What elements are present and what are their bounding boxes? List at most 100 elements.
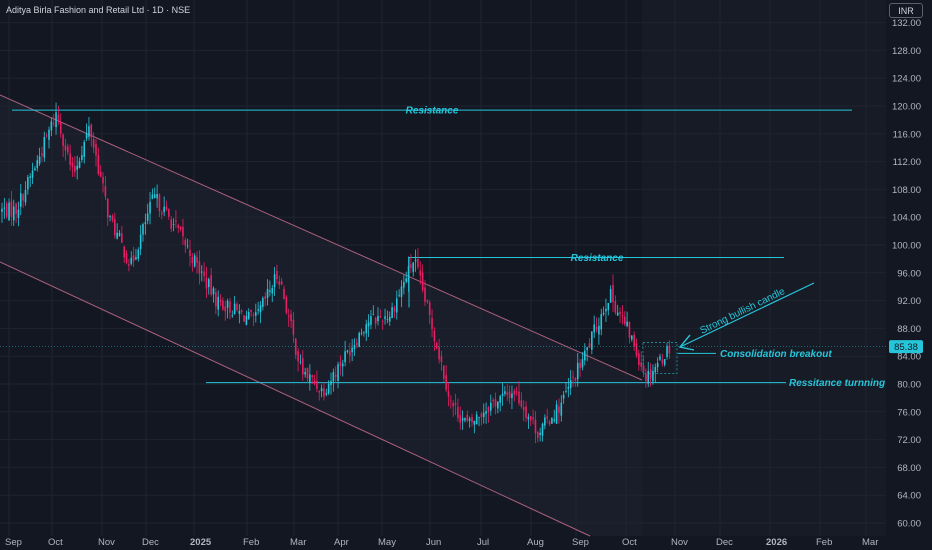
- candle-body: [280, 281, 283, 285]
- candle-body: [8, 202, 10, 221]
- price-axis[interactable]: 60.00 64.00 68.00 72.00 76.00 80.00 84.00 88.00…: [892, 18, 921, 529]
- y-tick-label: 96.00: [897, 268, 921, 279]
- currency-button[interactable]: INR: [889, 3, 923, 18]
- y-tick-label: 120.00: [892, 102, 921, 113]
- candle-body: [231, 315, 234, 317]
- y-tick-label: 92.00: [897, 296, 921, 307]
- candle-body: [81, 155, 83, 160]
- candle-body: [631, 335, 633, 340]
- candle-body: [323, 388, 325, 397]
- candle-body: [97, 154, 100, 174]
- candle-body: [10, 201, 13, 217]
- candle-body: [285, 297, 288, 313]
- candle-body: [377, 316, 379, 322]
- candle-body: [421, 272, 424, 291]
- candle-body: [215, 292, 217, 307]
- candle-body: [198, 261, 201, 274]
- candle-body: [130, 257, 133, 264]
- candle-body: [485, 411, 487, 414]
- x-tick-label: Dec: [142, 537, 159, 548]
- candle-body: [15, 203, 17, 214]
- candle-body: [83, 141, 86, 157]
- candle-body: [118, 232, 121, 236]
- candle-body: [266, 288, 269, 298]
- candle-body: [623, 316, 626, 325]
- candle-body: [642, 365, 645, 372]
- x-tick-label: Oct: [622, 537, 637, 548]
- candle-body: [661, 359, 664, 364]
- time-axis[interactable]: Sep Oct Nov Dec 2025 Feb Mar Apr May Jun Jul Aug Sep…: [5, 537, 878, 548]
- candle-body: [43, 137, 46, 158]
- candle-body: [372, 314, 375, 316]
- candle-body: [638, 353, 640, 366]
- candle-body: [262, 298, 264, 307]
- candle-body: [48, 129, 50, 140]
- candle-body: [184, 240, 187, 246]
- candle-body: [433, 330, 436, 342]
- candle-body: [327, 383, 330, 394]
- candle-body: [208, 279, 210, 288]
- candle-body: [403, 281, 405, 288]
- candle-body: [487, 407, 490, 413]
- candle-body: [468, 418, 471, 421]
- candle-body: [114, 219, 116, 236]
- candle-body: [236, 303, 238, 311]
- candle-body: [121, 233, 123, 243]
- candle-body: [607, 302, 610, 311]
- candle-body: [104, 186, 107, 197]
- candle-body: [478, 417, 480, 419]
- candle-body: [654, 367, 657, 373]
- bullish-arrow-head: [678, 334, 695, 351]
- candle-body: [457, 406, 459, 418]
- candle-body: [537, 432, 539, 438]
- x-tick-label: Aug: [527, 537, 544, 548]
- y-tick-label: 80.00: [897, 380, 921, 391]
- candle-body: [633, 334, 635, 347]
- candle-body: [109, 215, 111, 217]
- candle-body: [649, 369, 652, 379]
- consolidation-box: [642, 341, 678, 374]
- candle-body: [652, 371, 654, 382]
- candle-body: [574, 378, 577, 381]
- candle-body: [290, 314, 292, 322]
- candle-body: [363, 332, 365, 334]
- x-tick-label: Mar: [290, 537, 306, 548]
- x-tick-label: Sep: [5, 537, 22, 548]
- candle-body: [304, 372, 306, 375]
- candle-body: [400, 286, 403, 297]
- x-tick-label: Oct: [48, 537, 63, 548]
- candle-body: [332, 372, 335, 382]
- x-tick-label: Apr: [334, 537, 349, 548]
- candle-body: [494, 399, 497, 407]
- candle-body: [34, 168, 36, 171]
- candle-body: [74, 166, 76, 172]
- candle-body: [52, 123, 55, 125]
- candle-body: [175, 220, 177, 222]
- candle-body: [569, 380, 572, 388]
- candle-body: [511, 393, 513, 399]
- candle-body: [149, 201, 151, 214]
- candle-body: [346, 350, 349, 352]
- candle-body: [144, 222, 147, 224]
- candle-body: [381, 321, 384, 322]
- candle-body: [668, 345, 671, 354]
- candle-body: [111, 216, 114, 221]
- candle-body: [247, 311, 250, 319]
- candle-body: [440, 356, 443, 363]
- candle-body: [548, 421, 551, 425]
- candle-body: [226, 300, 229, 308]
- candle-body: [410, 264, 412, 268]
- candle-body: [497, 401, 499, 409]
- candle-body: [252, 314, 255, 316]
- candle-body: [137, 249, 140, 259]
- candle-body: [459, 415, 462, 423]
- y-tick-label: 88.00: [897, 324, 921, 335]
- resistance-mid-label: Resistance: [571, 253, 624, 264]
- candle-body: [438, 346, 440, 360]
- candle-body: [99, 171, 102, 177]
- candle-body: [116, 232, 118, 239]
- candle-body: [501, 393, 504, 396]
- candle-body: [388, 316, 391, 322]
- candle-body: [553, 419, 556, 421]
